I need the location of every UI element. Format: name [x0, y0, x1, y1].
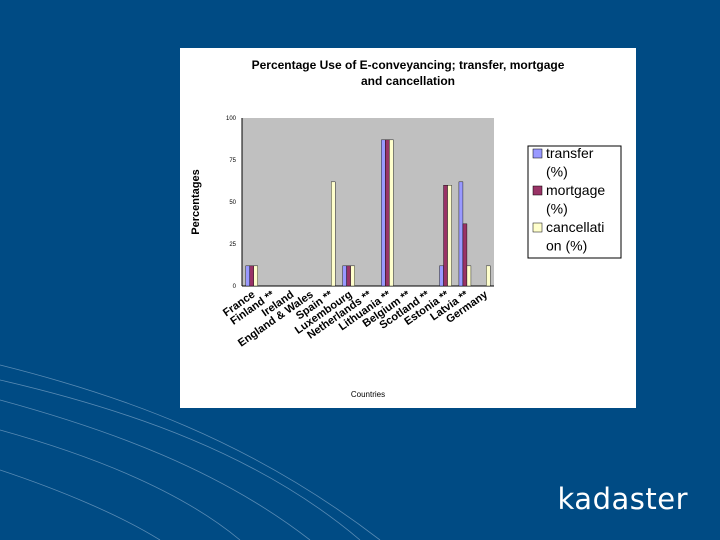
x-axis-label: Countries [351, 390, 385, 399]
bar-3-12 [466, 265, 472, 287]
bar-1-6 [342, 265, 347, 287]
bar-1-8 [381, 139, 386, 287]
bar-1-1 [245, 265, 250, 287]
legend-label: (%) [546, 164, 568, 180]
bar-1-11 [439, 265, 444, 287]
chart-title-line-2: and cancellation [361, 74, 455, 88]
y-axis-label: Percentages [190, 169, 202, 234]
y-tick-label: 25 [229, 242, 236, 248]
bar-2-1 [249, 265, 254, 287]
legend-swatch [532, 148, 543, 159]
legend: transfer (%) mortgage (%) cancellati on (%) [527, 145, 622, 259]
kadaster-logo: kadaster [557, 482, 688, 516]
legend-label: cancellati [546, 219, 604, 235]
bar-3-8 [389, 139, 394, 287]
tick-labels: 0 25 50 75 100 [226, 116, 237, 290]
legend-label: on (%) [546, 238, 587, 254]
bar-3-11 [447, 184, 452, 287]
plot-area [242, 118, 494, 286]
bar-2-8 [385, 139, 390, 287]
decorative-lines [0, 364, 381, 540]
legend-label: mortgage [546, 182, 605, 198]
legend-label: transfer [546, 145, 594, 161]
y-tick-label: 100 [226, 116, 237, 122]
bar-2-6 [346, 265, 351, 287]
bar-3-5 [331, 181, 336, 287]
bar-3-6 [350, 265, 355, 287]
bar-1-12 [458, 181, 464, 287]
chart-title-line-1: Percentage Use of E-conveyancing; transf… [252, 58, 565, 72]
bar-3-1 [253, 265, 258, 287]
bar-2-11 [443, 184, 448, 287]
legend-swatch [532, 185, 543, 196]
legend-label: (%) [546, 201, 568, 217]
bars [245, 139, 491, 287]
bar-3-13 [486, 265, 491, 287]
y-tick-label: 50 [229, 200, 236, 206]
axes [241, 118, 494, 287]
legend-swatch [532, 222, 543, 233]
bar-2-12 [462, 223, 468, 287]
y-tick-label: 75 [229, 158, 236, 164]
y-tick-label: 0 [233, 284, 237, 290]
